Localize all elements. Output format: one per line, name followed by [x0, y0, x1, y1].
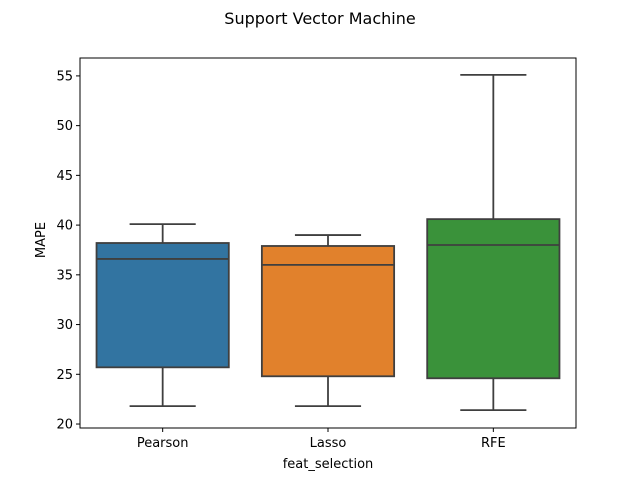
- y-tick-label-40: 40: [56, 219, 73, 234]
- y-tick-label-50: 50: [56, 119, 73, 134]
- x-axis-label: feat_selection: [283, 457, 374, 472]
- box-pearson: [95, 242, 230, 369]
- plot-frame: [79, 57, 577, 429]
- y-tick-label-55: 55: [56, 69, 73, 84]
- y-tick-label-25: 25: [56, 368, 73, 383]
- y-tick-label-30: 30: [56, 318, 73, 333]
- chart-title: Support Vector Machine: [224, 9, 415, 28]
- y-tick-label-20: 20: [56, 418, 73, 433]
- box-rfe: [426, 218, 561, 380]
- plot-area: Pearson Lasso RFE 20 25 30 35 40 45 50 55: [56, 57, 577, 451]
- x-tick-label-pearson: Pearson: [137, 436, 189, 451]
- x-tick-label-lasso: Lasso: [310, 436, 347, 451]
- y-tick-label-35: 35: [56, 268, 73, 283]
- y-axis-label: MAPE: [34, 222, 49, 258]
- box-lasso: [260, 245, 396, 378]
- y-tick-label-45: 45: [56, 169, 73, 184]
- x-tick-label-rfe: RFE: [481, 436, 506, 451]
